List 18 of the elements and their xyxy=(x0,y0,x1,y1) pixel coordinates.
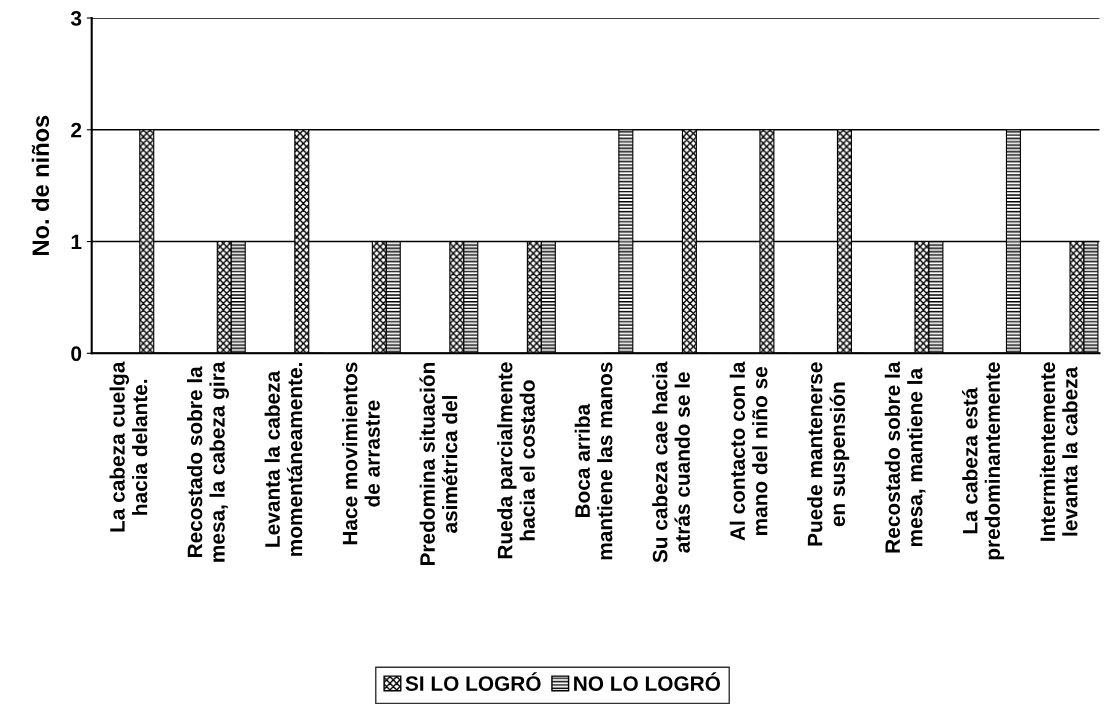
x-tick-label: La cabeza está predominantemente xyxy=(962,362,1005,560)
x-tick-label: Puede mantenerse en suspensión xyxy=(807,362,850,546)
x-tick-label: Recostado sobre la mesa, la cabeza gira xyxy=(187,361,229,562)
y-axis-title: No. de niños xyxy=(31,115,50,255)
x-tick-label: Recostado sobre la mesa, mantiene la xyxy=(884,361,926,553)
legend-label: NO LO LOGRÓ xyxy=(574,672,721,691)
x-tick-label: Intermitentemente levanta la cabeza xyxy=(1039,362,1078,541)
y-tick-label: 0 xyxy=(71,346,82,362)
x-tick-label: Predomina situación asimétrica del xyxy=(419,362,458,566)
x-tick-label: Boca arriba mantiene las manos xyxy=(574,362,613,560)
y-tick-label: 3 xyxy=(70,11,82,26)
x-tick-label: Su cabeza cae hacia atrás cuando se le xyxy=(652,361,690,563)
legend-label: SI LO LOGRÓ xyxy=(405,672,541,691)
x-tick-label: Hace movimientos de arrastre xyxy=(342,362,380,545)
y-tick-label: 2 xyxy=(71,122,82,138)
y-tick-label: 1 xyxy=(71,234,82,250)
x-tick-label: Levanta la cabeza momentáneamente. xyxy=(264,363,303,556)
x-tick-label: La cabeza cuelga hacia delante. xyxy=(109,361,148,532)
